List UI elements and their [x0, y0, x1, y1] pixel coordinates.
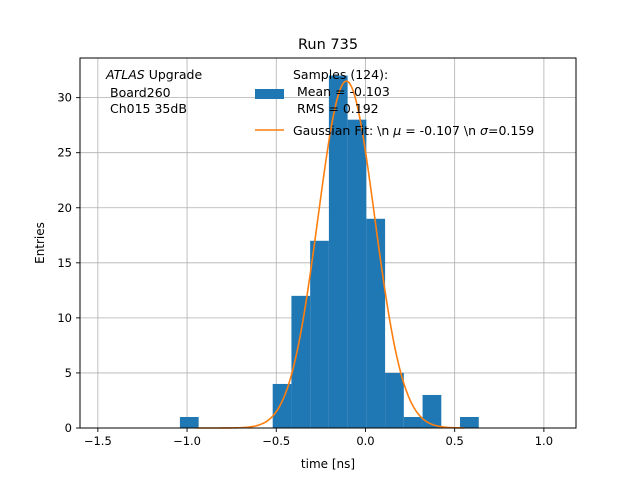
- legend: Samples (124): Mean = -0.103 RMS = 0.192…: [255, 67, 534, 138]
- y-tick-label-3: 15: [57, 256, 72, 270]
- histogram-bar-7: [385, 372, 404, 428]
- annotation-upgrade: Upgrade: [145, 67, 203, 82]
- x-tick-label-2: −0.5: [262, 434, 290, 448]
- x-tick-label-5: 1.0: [535, 434, 553, 448]
- x-tick-label-1: −1.0: [173, 434, 201, 448]
- y-tick-label-2: 10: [57, 311, 72, 325]
- x-tick-label-4: 0.5: [446, 434, 464, 448]
- histogram-bar-3: [310, 240, 329, 428]
- histogram-bars: [179, 75, 479, 429]
- atlas-annotation: ATLAS Upgrade Board260 Ch015 35dB: [105, 67, 202, 116]
- y-tick-label-5: 25: [57, 146, 72, 160]
- annotation-line1: ATLAS Upgrade: [105, 67, 202, 82]
- annotation-board: Board260: [110, 85, 171, 100]
- y-tick-label-6: 30: [57, 91, 72, 105]
- x-tick-label-3: 0.0: [356, 434, 374, 448]
- x-axis-label: time [ns]: [301, 457, 355, 471]
- legend-histogram-swatch: [255, 89, 284, 99]
- histogram-bar-2: [291, 295, 311, 428]
- legend-fit-sigma: σ: [480, 123, 489, 138]
- histogram-bar-5: [347, 119, 367, 429]
- y-tick-label-0: 0: [65, 421, 72, 435]
- legend-fit-mid: = -0.107 \n: [401, 123, 480, 138]
- annotation-channel: Ch015 35dB: [110, 101, 187, 116]
- histogram-bar-1: [272, 383, 292, 428]
- legend-fit-label: Gaussian Fit: \n μ = -0.107 \n σ=0.159: [293, 123, 534, 138]
- histogram-bar-0: [179, 416, 199, 428]
- legend-rms-label: RMS = 0.192: [297, 101, 379, 116]
- histogram-bar-4: [328, 75, 348, 428]
- y-axis-label: Entries: [33, 222, 47, 264]
- legend-fit-prefix: Gaussian Fit: \n: [293, 123, 393, 138]
- x-tick-label-0: −1.5: [84, 434, 112, 448]
- histogram-bar-8: [403, 416, 423, 428]
- histogram-bar-9: [422, 394, 442, 428]
- x-axis-ticks: −1.5 −1.0 −0.5 0.0 0.5 1.0: [84, 428, 553, 448]
- axes-frame: [79, 57, 577, 429]
- y-axis-ticks: 0 5 10 15 20 25 30: [57, 91, 80, 435]
- legend-mean-label: Mean = -0.103: [297, 84, 390, 99]
- annotation-atlas: ATLAS: [105, 67, 145, 82]
- legend-histogram-label: Samples (124):: [293, 67, 388, 82]
- chart-title: Run 735: [298, 37, 358, 53]
- y-tick-label-4: 20: [57, 201, 72, 215]
- legend-fit-mu: μ: [392, 123, 401, 138]
- legend-fit-end: =0.159: [488, 123, 534, 138]
- y-tick-label-1: 5: [65, 366, 72, 380]
- histogram-bar-6: [366, 218, 386, 428]
- histogram-bar-10: [460, 416, 479, 428]
